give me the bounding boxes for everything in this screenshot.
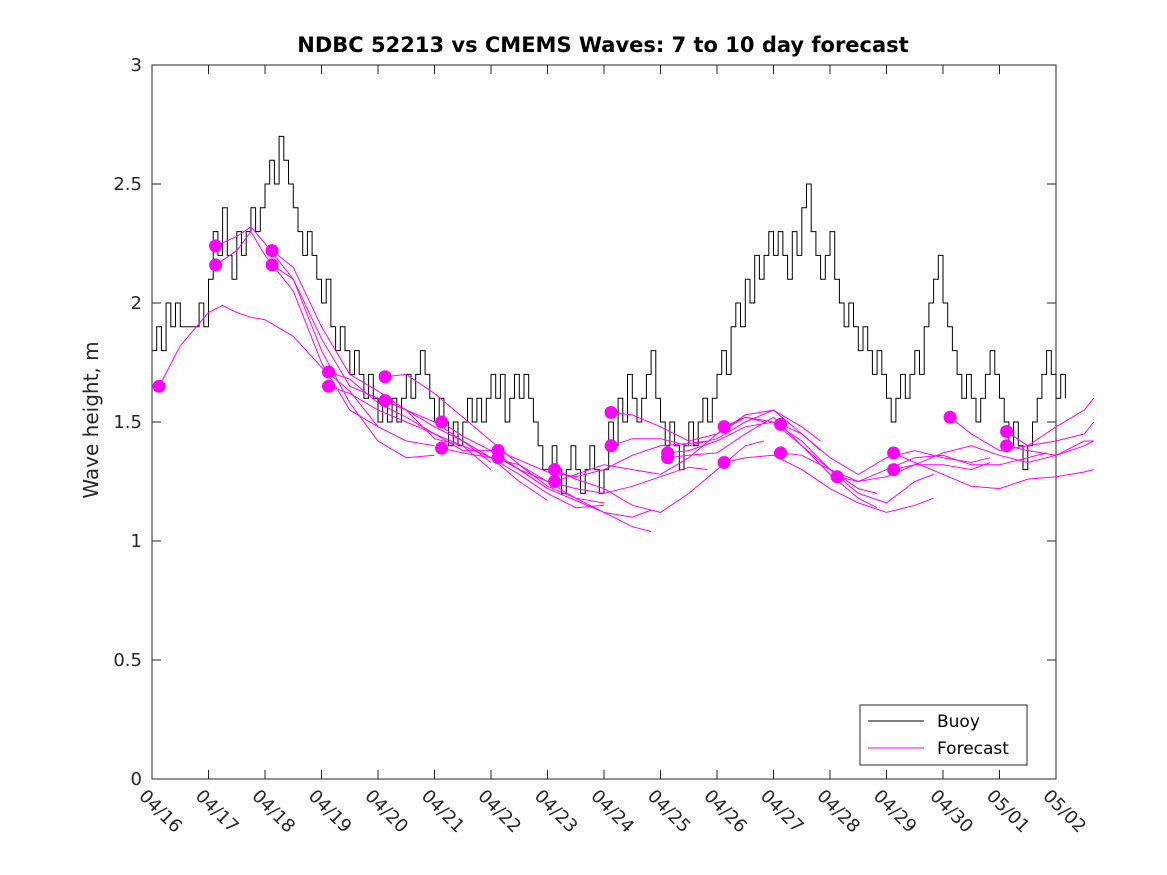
forecast-series-line — [385, 373, 605, 504]
x-tick-label: 04/17 — [191, 786, 243, 838]
x-tick-label: 04/26 — [699, 786, 751, 838]
buoy-series-line — [152, 135, 1066, 494]
y-axis-label: Wave height, m — [79, 341, 103, 498]
forecast-start-point — [717, 420, 731, 434]
x-tick-label: 04/23 — [530, 786, 582, 838]
forecast-series-line — [610, 409, 821, 451]
forecast-start-point — [435, 441, 449, 455]
x-tick-label: 04/27 — [756, 786, 808, 838]
forecast-start-point — [830, 470, 844, 484]
x-tick-label: 04/21 — [417, 786, 469, 838]
forecast-start-point — [774, 417, 788, 431]
y-tick-label: 1 — [131, 531, 142, 552]
forecast-start-point — [604, 405, 618, 419]
forecast-start-point — [491, 451, 505, 465]
forecast-series-line — [611, 409, 821, 442]
legend-label-forecast: Forecast — [937, 739, 1009, 759]
forecast-start-point — [548, 463, 562, 477]
forecast-start-point — [209, 258, 223, 272]
forecast-series-line — [667, 416, 878, 509]
forecast-start-point — [887, 463, 901, 477]
forecast-series-line — [441, 421, 652, 532]
forecast-series-line — [1006, 440, 1094, 456]
forecast-series-line — [554, 416, 765, 482]
forecast-start-point — [378, 370, 392, 384]
x-tick-label: 04/28 — [812, 786, 864, 838]
y-tick-label: 2.5 — [113, 174, 142, 195]
forecast-series-line — [328, 385, 548, 501]
forecast-series-line — [1006, 421, 1095, 447]
forecast-start-point — [604, 439, 618, 453]
forecast-start-point — [1000, 439, 1014, 453]
x-tick-label: 04/30 — [925, 786, 977, 838]
forecast-start-point — [265, 244, 279, 258]
forecast-start-point — [378, 394, 392, 408]
x-tick-label: 04/29 — [869, 786, 921, 838]
forecast-start-point — [322, 365, 336, 379]
legend-box — [859, 704, 1028, 766]
forecast-series-line — [215, 230, 435, 447]
y-tick-label: 3 — [131, 55, 142, 76]
forecast-series-line — [780, 423, 991, 475]
forecast-start-point — [322, 379, 336, 393]
forecast-series-line — [554, 440, 765, 513]
x-tick-label: 04/18 — [247, 786, 299, 838]
forecast-series-line — [723, 454, 934, 513]
forecast-start-point — [717, 455, 731, 469]
forecast-series-line — [780, 452, 991, 483]
x-tick-label: 04/22 — [473, 786, 525, 838]
x-tick-label: 04/16 — [134, 786, 186, 838]
chart-title: NDBC 52213 vs CMEMS Waves: 7 to 10 day f… — [297, 33, 908, 57]
y-tick-label: 0 — [131, 769, 142, 790]
y-tick-label: 2 — [131, 293, 142, 314]
forecast-start-point — [943, 410, 957, 424]
forecast-series-line — [271, 264, 492, 463]
forecast-start-point — [152, 379, 166, 393]
x-tick-label: 05/02 — [1038, 786, 1090, 838]
forecast-start-point — [209, 239, 223, 253]
forecast-start-point — [774, 446, 788, 460]
y-tick-label: 0.5 — [113, 650, 142, 671]
forecast-series-line — [893, 440, 1094, 471]
legend: Buoy Forecast — [859, 704, 1028, 766]
forecast-series-line — [893, 452, 1094, 490]
forecast-series-line — [215, 226, 435, 459]
forecast-start-point — [661, 451, 675, 465]
forecast-series-line — [497, 440, 708, 478]
legend-label-buoy: Buoy — [937, 712, 980, 732]
x-tick-label: 04/25 — [643, 786, 695, 838]
forecast-series-line — [497, 457, 708, 494]
x-tick-label: 04/19 — [304, 786, 356, 838]
x-tick-label: 04/20 — [360, 786, 412, 838]
y-tick-label: 1.5 — [113, 412, 142, 433]
x-tick-label: 04/24 — [586, 786, 638, 838]
forecast-series-line — [271, 250, 492, 470]
forecast-start-point — [435, 415, 449, 429]
forecast-start-point — [1000, 425, 1014, 439]
forecast-start-point — [548, 475, 562, 488]
x-tick-label: 05/01 — [982, 786, 1034, 838]
plot-frame — [151, 64, 1057, 780]
forecast-start-point — [887, 446, 901, 460]
forecast-start-point — [265, 258, 279, 272]
